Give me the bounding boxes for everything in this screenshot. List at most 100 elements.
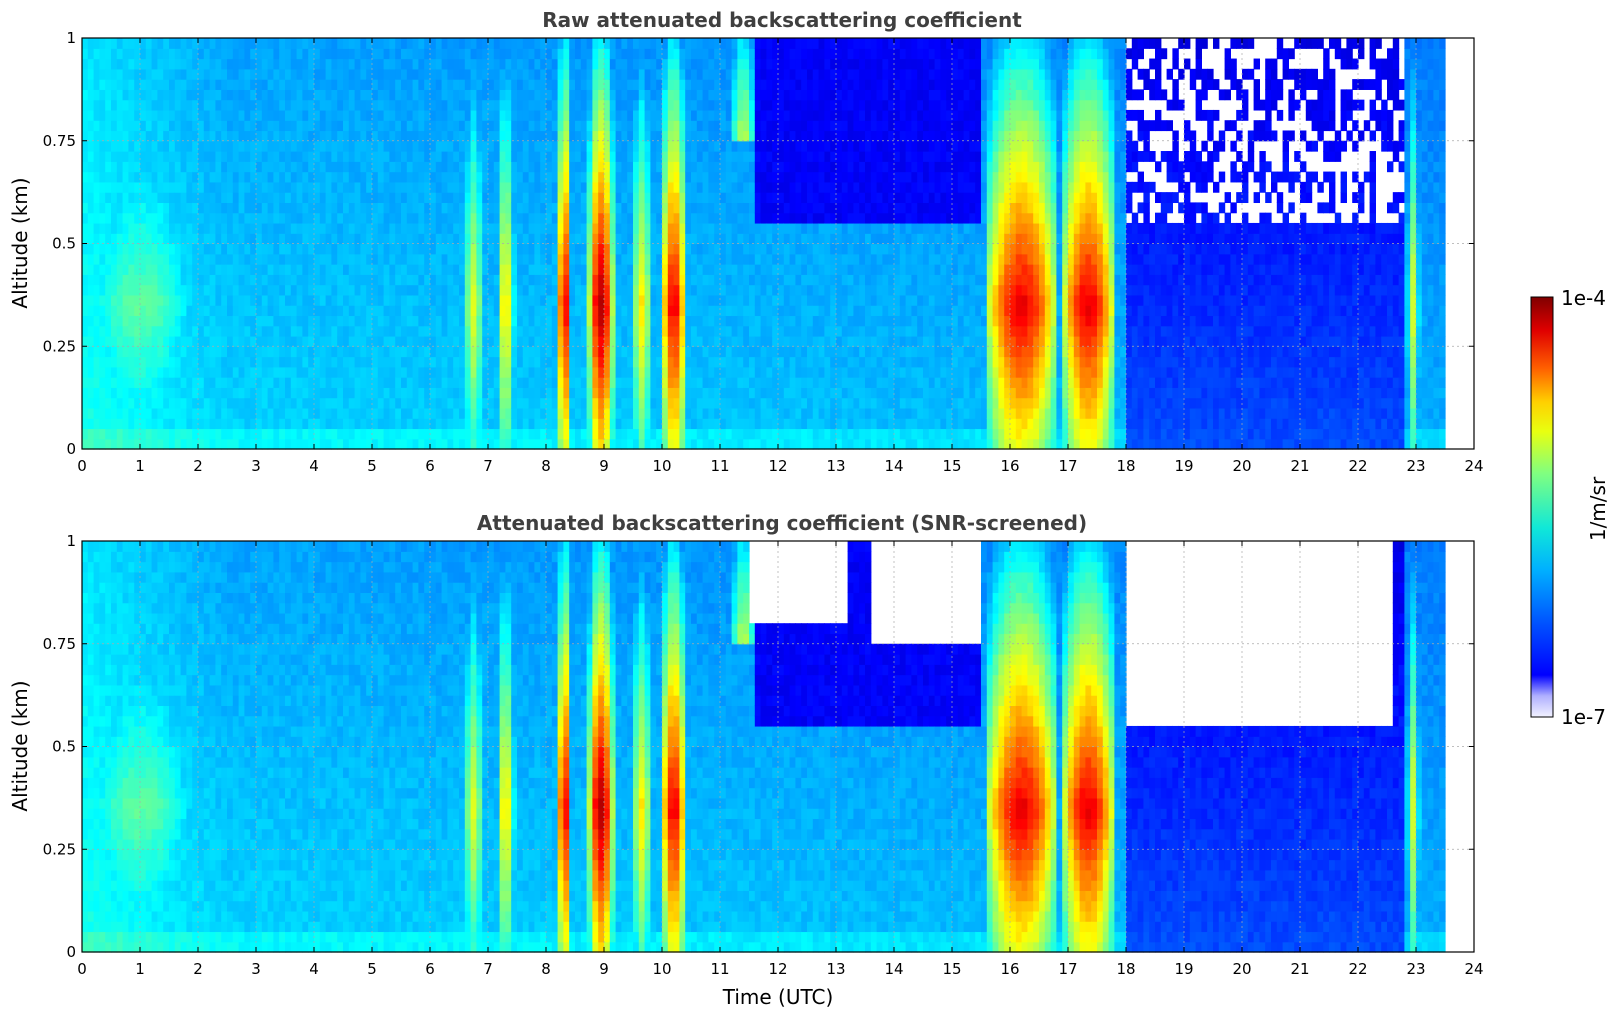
heatmap-cell [604, 284, 611, 296]
heatmap-cell [493, 222, 501, 234]
heatmap-cell [267, 243, 274, 255]
heatmap-cell [406, 38, 414, 49]
heatmap-cell [227, 346, 234, 358]
heatmap-cell [285, 212, 292, 224]
heatmap-cell [290, 48, 298, 60]
heatmap-cell [737, 305, 744, 317]
heatmap-cell [308, 284, 315, 296]
heatmap-cell [772, 377, 779, 388]
heatmap-cell [691, 377, 698, 388]
heatmap-cell [766, 140, 773, 152]
heatmap-cell [679, 325, 686, 337]
heatmap-cell [418, 305, 425, 317]
heatmap-cell [604, 202, 611, 214]
heatmap-cell [731, 274, 738, 286]
heatmap-cell [493, 151, 501, 162]
heatmap-cell [319, 151, 327, 162]
heatmap-cell [760, 171, 767, 183]
heatmap-cell [534, 48, 541, 60]
heatmap-cell [656, 243, 663, 255]
heatmap-cell [766, 181, 773, 193]
heatmap-cell [505, 181, 512, 193]
heatmap-cell [331, 253, 338, 265]
heatmap-cell [679, 171, 686, 183]
heatmap-cell [395, 438, 402, 450]
heatmap-cell [244, 346, 251, 358]
heatmap-cell [215, 274, 222, 286]
heatmap-cell [372, 109, 379, 121]
heatmap-cell [441, 140, 448, 152]
heatmap-cell [273, 346, 280, 358]
heatmap-cell [720, 397, 727, 409]
heatmap-cell [488, 38, 495, 49]
heatmap-cell [343, 335, 350, 347]
heatmap-cell [134, 315, 141, 327]
heatmap-cell [783, 356, 791, 368]
heatmap-cell [209, 140, 216, 152]
heatmap-cell [720, 294, 727, 306]
heatmap-cell [279, 120, 286, 132]
heatmap-cell [459, 48, 466, 60]
heatmap-cell [169, 48, 176, 60]
heatmap-cell [412, 38, 419, 49]
heatmap-cell [557, 130, 564, 142]
heatmap-cell [778, 428, 785, 440]
heatmap-cell [395, 38, 402, 49]
heatmap-cell [209, 428, 216, 440]
heatmap-cell [569, 407, 576, 419]
heatmap-cell [331, 366, 338, 378]
heatmap-cell [435, 438, 443, 450]
heatmap-cell [348, 202, 356, 214]
heatmap-cell [685, 253, 692, 265]
heatmap-cell [656, 192, 663, 204]
heatmap-cell [586, 161, 593, 173]
heatmap-cell [511, 315, 518, 327]
heatmap-cell [360, 243, 367, 255]
heatmap-cell [708, 356, 715, 368]
heatmap-cell [203, 202, 211, 214]
heatmap-cell [174, 161, 182, 173]
heatmap-cell [186, 212, 193, 224]
heatmap-cell [221, 212, 228, 224]
heatmap-cell [435, 151, 443, 162]
heatmap-cell [401, 140, 408, 152]
heatmap-cell [296, 438, 303, 450]
heatmap-cell [273, 438, 280, 450]
heatmap-cell [238, 387, 245, 399]
heatmap-cell [528, 109, 535, 121]
heatmap-cell [725, 428, 733, 440]
heatmap-cell [250, 99, 257, 111]
heatmap-cell [401, 274, 408, 286]
heatmap-cell [725, 366, 733, 378]
heatmap-cell [227, 181, 234, 193]
heatmap-cell [737, 387, 744, 399]
heatmap-cell [389, 120, 396, 132]
heatmap-cell [627, 284, 634, 296]
heatmap-cell [679, 418, 686, 430]
heatmap-cell [273, 38, 280, 49]
heatmap-cell [743, 89, 750, 101]
heatmap-cell [789, 233, 796, 245]
heatmap-cell [749, 294, 756, 306]
heatmap-cell [383, 253, 390, 265]
heatmap-cell [441, 253, 448, 265]
heatmap-cell [575, 325, 582, 337]
heatmap-cell [702, 68, 709, 80]
heatmap-cell [534, 222, 541, 234]
heatmap-cell [221, 161, 228, 173]
heatmap-cell [720, 315, 727, 327]
heatmap-cell [551, 233, 559, 245]
heatmap-cell [650, 335, 657, 347]
heatmap-cell [395, 397, 402, 409]
heatmap-cell [250, 38, 257, 49]
heatmap-cell [551, 171, 559, 183]
heatmap-cell [163, 305, 170, 317]
heatmap-cell [447, 428, 454, 440]
heatmap-cell [227, 68, 234, 80]
heatmap-cell [453, 99, 460, 111]
heatmap-cell [447, 253, 454, 265]
heatmap-cell [238, 151, 245, 162]
heatmap-cell [372, 264, 379, 275]
heatmap-cell [743, 253, 750, 265]
heatmap-cell [464, 181, 472, 193]
